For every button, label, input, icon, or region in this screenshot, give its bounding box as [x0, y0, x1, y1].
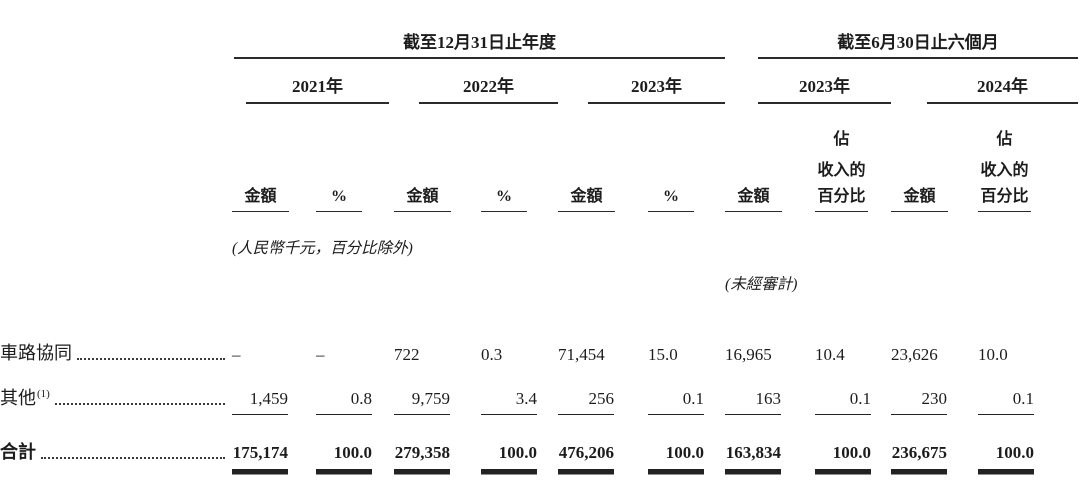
value-cell: 0.1	[648, 378, 725, 424]
row-label-spacer	[0, 104, 232, 212]
pct-of-revenue-header-2024-interim: 佔 收入的 百分比	[978, 104, 1080, 212]
table-row-vehicle-road-collaboration: 車路協同 – – 722 0.3 71,454 15.0 16,965 10.4…	[0, 332, 1080, 378]
unaudited-note-row: (未經審計)	[0, 258, 1080, 294]
pct-of-revenue-line2: 收入的	[817, 162, 866, 179]
financial-table: 截至12月31日止年度 截至6月30日止六個月 2021年 2022年 2023…	[0, 0, 1080, 478]
period-group-annual-label: 截至12月31日止年度	[234, 28, 726, 59]
value-cell: 10.4	[815, 345, 845, 364]
percent-header-2021: %	[316, 104, 394, 212]
total-cell: 163,834	[725, 424, 815, 478]
period-group-six-months: 截至6月30日止六個月	[725, 0, 1080, 59]
amount-header-2021: 金額	[232, 104, 316, 212]
year-header-2022: 2022年	[394, 59, 558, 104]
value-cell: 71,454	[558, 345, 605, 364]
total-cell: 175,174	[232, 424, 316, 478]
total-cell: 476,206	[558, 424, 648, 478]
value-cell: 163	[725, 378, 815, 424]
total-cell: 279,358	[394, 424, 481, 478]
dot-leader	[41, 457, 225, 459]
dot-leader	[54, 403, 225, 405]
total-cell: 100.0	[648, 424, 725, 478]
spacer-row	[0, 294, 1080, 332]
value-cell: 0.3	[481, 345, 503, 364]
spacer	[891, 258, 1080, 294]
value-cell: –	[232, 345, 241, 364]
year-header-2023-interim: 2023年	[725, 59, 892, 104]
table-row-total: 合計 175,174 100.0 279,358 100.0 476,206 1…	[0, 424, 1080, 478]
year-header-2024-interim: 2024年	[891, 59, 1080, 104]
value-cell: 256	[558, 378, 648, 424]
total-cell: 100.0	[481, 424, 558, 478]
value-cell: 0.1	[978, 378, 1080, 424]
value-cell: 0.8	[316, 378, 394, 424]
amount-header-2022: 金額	[394, 104, 481, 212]
percent-header-2022: %	[481, 104, 558, 212]
amount-header-2024-interim: 金額	[891, 104, 978, 212]
value-cell: 9,759	[394, 378, 481, 424]
value-cell: 23,626	[891, 345, 938, 364]
pct-of-revenue-line1: 佔	[833, 131, 850, 148]
currency-note: (人民幣千元，百分比除外)	[232, 240, 413, 257]
period-group-six-months-label: 截至6月30日止六個月	[758, 28, 1079, 59]
currency-note-row: (人民幣千元，百分比除外)	[0, 212, 1080, 258]
row-label-vehicle-road-collaboration: 車路協同	[0, 332, 232, 378]
row-label-total: 合計	[0, 424, 232, 478]
table-row-others: 其他(1) 1,459 0.8 9,759 3.4 256 0.1 163 0.…	[0, 378, 1080, 424]
footnote-marker: (1)	[37, 388, 50, 400]
spacer	[0, 294, 1080, 332]
total-cell: 236,675	[891, 424, 978, 478]
period-group-annual: 截至12月31日止年度	[232, 0, 726, 59]
percent-header-2023: %	[648, 104, 725, 212]
year-header-row: 2021年 2022年 2023年 2023年 2024年	[0, 59, 1080, 104]
pct-of-revenue-line3: 百分比	[815, 186, 869, 212]
period-group-header-row: 截至12月31日止年度 截至6月30日止六個月	[0, 0, 1080, 59]
spacer	[0, 258, 725, 294]
total-cell: 100.0	[815, 424, 891, 478]
pct-of-revenue-line2: 收入的	[980, 162, 1029, 179]
total-cell: 100.0	[978, 424, 1080, 478]
value-cell: –	[316, 345, 325, 364]
row-label-spacer	[0, 0, 232, 59]
pct-of-revenue-line1: 佔	[996, 131, 1013, 148]
amount-header-2023-interim: 金額	[725, 104, 815, 212]
value-cell: 722	[394, 345, 420, 364]
subheader-row: 金額 % 金額 % 金額 % 金額 佔 收入的 百分比 金額 佔 收入的 百分比	[0, 104, 1080, 212]
value-cell: 10.0	[978, 345, 1008, 364]
year-header-2023: 2023年	[558, 59, 726, 104]
row-label-spacer	[0, 212, 232, 258]
amount-header-2023: 金額	[558, 104, 648, 212]
row-label-spacer	[0, 59, 232, 104]
pct-of-revenue-line3: 百分比	[978, 186, 1032, 212]
year-header-2021: 2021年	[232, 59, 394, 104]
value-cell: 1,459	[232, 378, 316, 424]
value-cell: 0.1	[815, 378, 891, 424]
dot-leader	[77, 358, 225, 360]
row-label-others: 其他(1)	[0, 378, 232, 424]
value-cell: 15.0	[648, 345, 678, 364]
pct-of-revenue-header-2023-interim: 佔 收入的 百分比	[815, 104, 891, 212]
total-cell: 100.0	[316, 424, 394, 478]
value-cell: 16,965	[725, 345, 772, 364]
unaudited-note: (未經審計)	[725, 276, 798, 293]
value-cell: 3.4	[481, 378, 558, 424]
value-cell: 230	[891, 378, 978, 424]
